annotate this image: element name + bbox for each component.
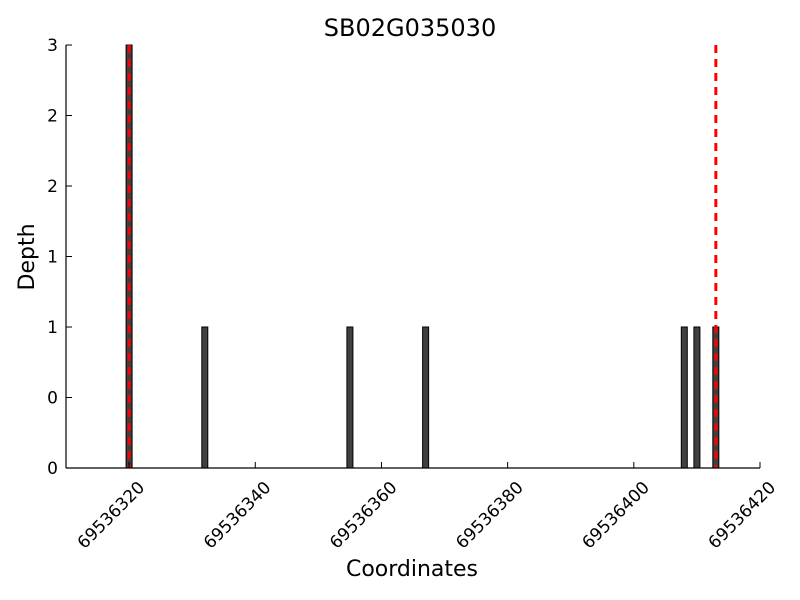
y-tick-label-5: 2 [47, 107, 58, 127]
x-axis-label: Coordinates [346, 557, 478, 582]
y-tick-label-1: 0 [47, 389, 58, 409]
bar-2 [346, 326, 354, 469]
x-tick-label-3: 69536380 [452, 478, 527, 553]
axes [65, 45, 760, 469]
marker-group [127, 45, 718, 468]
y-axis-label: Depth [15, 223, 40, 290]
y-tick-label-0: 0 [47, 459, 58, 479]
x-tick-label-2: 69536360 [326, 478, 401, 553]
y-ticks: 0 0 1 1 2 2 3 [47, 36, 72, 479]
bar-group [125, 44, 720, 469]
y-tick-label-6: 3 [47, 36, 58, 56]
y-tick-label-4: 2 [47, 177, 58, 197]
bar-4 [680, 326, 688, 469]
x-tick-label-5: 69536420 [705, 478, 780, 553]
x-ticks: 69536320 69536340 69536360 69536380 69536400… [74, 462, 780, 553]
chart-title: SB02G035030 [324, 14, 496, 42]
y-tick-label-3: 1 [47, 248, 58, 268]
x-tick-label-4: 69536400 [579, 478, 654, 553]
bar-5 [693, 326, 701, 469]
x-tick-label-0: 69536320 [74, 478, 149, 553]
bar-1 [201, 326, 209, 469]
bar-3 [422, 326, 430, 469]
x-tick-label-1: 69536340 [200, 478, 275, 553]
y-tick-label-2: 1 [47, 318, 58, 338]
